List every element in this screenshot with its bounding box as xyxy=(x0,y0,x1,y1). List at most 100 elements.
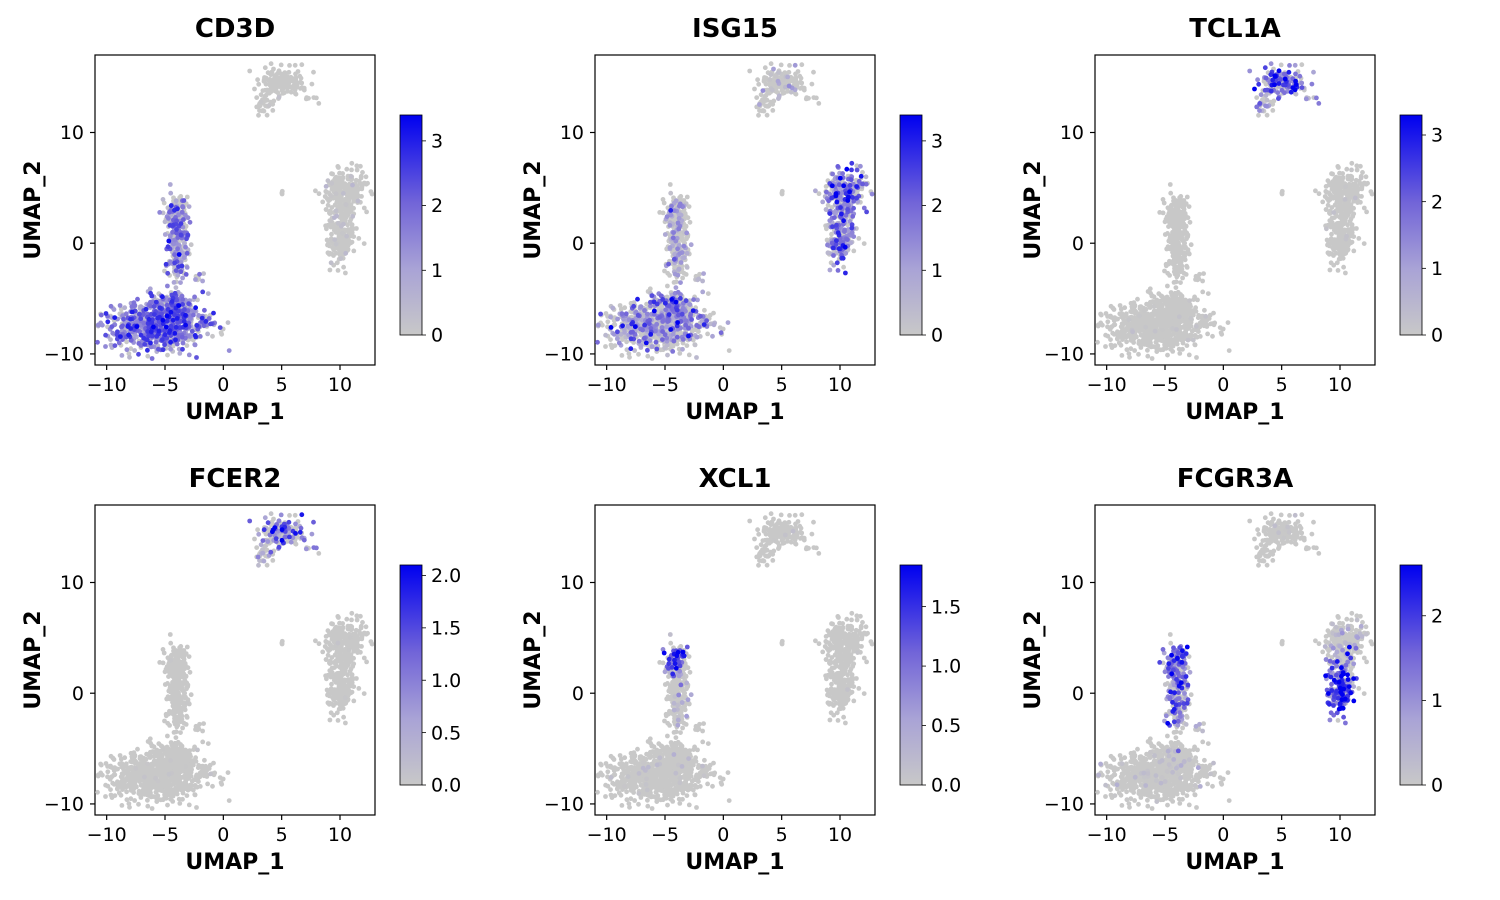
umap-panel-fcer2: FCER2 −10 −5 0 5 10 −10 0 10 UMAP_1 UMAP_2 0.0 0.5 1.… xyxy=(0,450,500,900)
panel-title: CD3D xyxy=(195,14,275,44)
colorbar-tick-label: 1.5 xyxy=(431,618,461,640)
umap-panel-fcgr3a: FCGR3A−10−50510−10010UMAP_1UMAP_2012 xyxy=(1000,450,1500,900)
colorbar-tick-label: 1.0 xyxy=(431,670,461,692)
ylabel: UMAP_2 xyxy=(1021,610,1046,709)
xtick-label: 5 xyxy=(276,374,288,396)
ylabel: UMAP_2 xyxy=(21,160,46,259)
xlabel: UMAP_1 xyxy=(185,850,284,875)
umap-panel-isg15: ISG15 −10 −5 0 5 10 −10 0 10 UMAP_1 UMAP_2 0 1 2 3 xyxy=(500,0,1000,450)
xtick-label: 0 xyxy=(1217,374,1229,396)
scatter-points xyxy=(1095,511,1374,811)
xtick-label: 5 xyxy=(1276,824,1288,846)
xtick-label: −10 xyxy=(587,824,627,846)
ytick-label: 0 xyxy=(1072,233,1084,255)
xlabel: UMAP_1 xyxy=(685,850,784,875)
colorbar xyxy=(1400,115,1422,335)
xtick-label: −5 xyxy=(1151,824,1179,846)
colorbar-tick-label: 1 xyxy=(931,260,943,282)
colorbar-tick-label: 2 xyxy=(431,195,443,217)
ytick-label: 10 xyxy=(60,572,84,594)
umap-panel-cd3d: CD3D−10−50510−10010UMAP_1UMAP_20123 xyxy=(0,0,500,450)
ytick-label: −10 xyxy=(44,794,84,816)
colorbar-tick-label: 1 xyxy=(1431,258,1443,280)
ytick-label: 10 xyxy=(560,122,584,144)
xtick-label: −5 xyxy=(651,824,679,846)
ylabel: UMAP_2 xyxy=(521,160,546,259)
ytick-label: −10 xyxy=(44,344,84,366)
xtick-label: −10 xyxy=(1087,824,1127,846)
ytick-label: 0 xyxy=(72,233,84,255)
xtick-label: 10 xyxy=(828,374,852,396)
scatter-points xyxy=(95,61,374,361)
xtick-label: −5 xyxy=(1151,374,1179,396)
colorbar-tick-label: 0.0 xyxy=(431,775,461,797)
ytick-label: 0 xyxy=(72,683,84,705)
colorbar-tick-label: 0 xyxy=(931,325,943,347)
colorbar-tick-label: 3 xyxy=(1431,125,1443,147)
ytick-label: −10 xyxy=(1044,344,1084,366)
xtick-label: 5 xyxy=(1276,374,1288,396)
colorbar-tick-label: 2 xyxy=(1431,191,1443,213)
colorbar-tick-label: 0 xyxy=(431,325,443,347)
xtick-label: 5 xyxy=(276,824,288,846)
colorbar-tick-label: 1.0 xyxy=(931,656,961,678)
ytick-label: 10 xyxy=(1060,572,1084,594)
ytick-label: −10 xyxy=(544,344,584,366)
ytick-label: 0 xyxy=(572,683,584,705)
ytick-label: −10 xyxy=(1044,794,1084,816)
ytick-label: 0 xyxy=(572,233,584,255)
scatter-points xyxy=(595,511,874,811)
ytick-label: 10 xyxy=(560,572,584,594)
colorbar-tick-label: 3 xyxy=(931,131,943,153)
xtick-label: 5 xyxy=(776,374,788,396)
xtick-label: 10 xyxy=(328,824,352,846)
xtick-label: 0 xyxy=(717,824,729,846)
colorbar-tick-label: 0.5 xyxy=(431,722,461,744)
umap-feature-grid: CD3D−10−50510−10010UMAP_1UMAP_20123ISG15… xyxy=(0,0,1500,900)
panel-title: ISG15 xyxy=(692,14,778,44)
colorbar-tick-label: 0 xyxy=(1431,775,1443,797)
umap-panel-tcl1a: TCL1A−10−50510−10010UMAP_1UMAP_20123 xyxy=(1000,0,1500,450)
panel-title: TCL1A xyxy=(1189,14,1281,44)
colorbar-tick-label: 0 xyxy=(1431,325,1443,347)
xlabel: UMAP_1 xyxy=(185,400,284,425)
colorbar-tick-label: 0.5 xyxy=(931,715,961,737)
colorbar xyxy=(900,565,922,785)
panel-title: FCGR3A xyxy=(1177,464,1293,494)
umap-panel-xcl1: XCL1−10−50510−10010UMAP_1UMAP_20.00.51.0… xyxy=(500,450,1000,900)
xtick-label: −5 xyxy=(651,374,679,396)
panel-title: XCL1 xyxy=(699,464,772,494)
xtick-label: −10 xyxy=(1087,374,1127,396)
colorbar-tick-label: 2 xyxy=(931,195,943,217)
panel-title: FCER2 xyxy=(189,464,282,494)
colorbar-tick-label: 1 xyxy=(431,260,443,282)
xtick-label: 5 xyxy=(776,824,788,846)
xtick-label: −10 xyxy=(87,374,127,396)
xtick-label: 0 xyxy=(1217,824,1229,846)
colorbar-tick-label: 3 xyxy=(431,131,443,153)
colorbar-tick-label: 2 xyxy=(1431,605,1443,627)
ylabel: UMAP_2 xyxy=(521,610,546,709)
xtick-label: 0 xyxy=(217,824,229,846)
colorbar-tick-label: 2.0 xyxy=(431,565,461,587)
xlabel: UMAP_1 xyxy=(1185,850,1284,875)
xtick-label: −10 xyxy=(87,824,127,846)
ylabel: UMAP_2 xyxy=(1021,160,1046,259)
scatter-points xyxy=(1095,61,1374,361)
ytick-label: 10 xyxy=(1060,122,1084,144)
xtick-label: 10 xyxy=(828,824,852,846)
ytick-label: 0 xyxy=(1072,683,1084,705)
xlabel: UMAP_1 xyxy=(685,400,784,425)
xtick-label: −10 xyxy=(587,374,627,396)
xtick-label: 0 xyxy=(717,374,729,396)
scatter-points xyxy=(595,61,874,361)
ylabel: UMAP_2 xyxy=(21,610,46,709)
colorbar xyxy=(1400,565,1422,785)
colorbar-tick-label: 1 xyxy=(1431,690,1443,712)
colorbar-tick-label: 1.5 xyxy=(931,596,961,618)
xtick-label: 10 xyxy=(1328,374,1352,396)
colorbar xyxy=(400,565,422,785)
colorbar xyxy=(900,115,922,335)
xtick-label: 0 xyxy=(217,374,229,396)
xtick-label: −5 xyxy=(151,824,179,846)
